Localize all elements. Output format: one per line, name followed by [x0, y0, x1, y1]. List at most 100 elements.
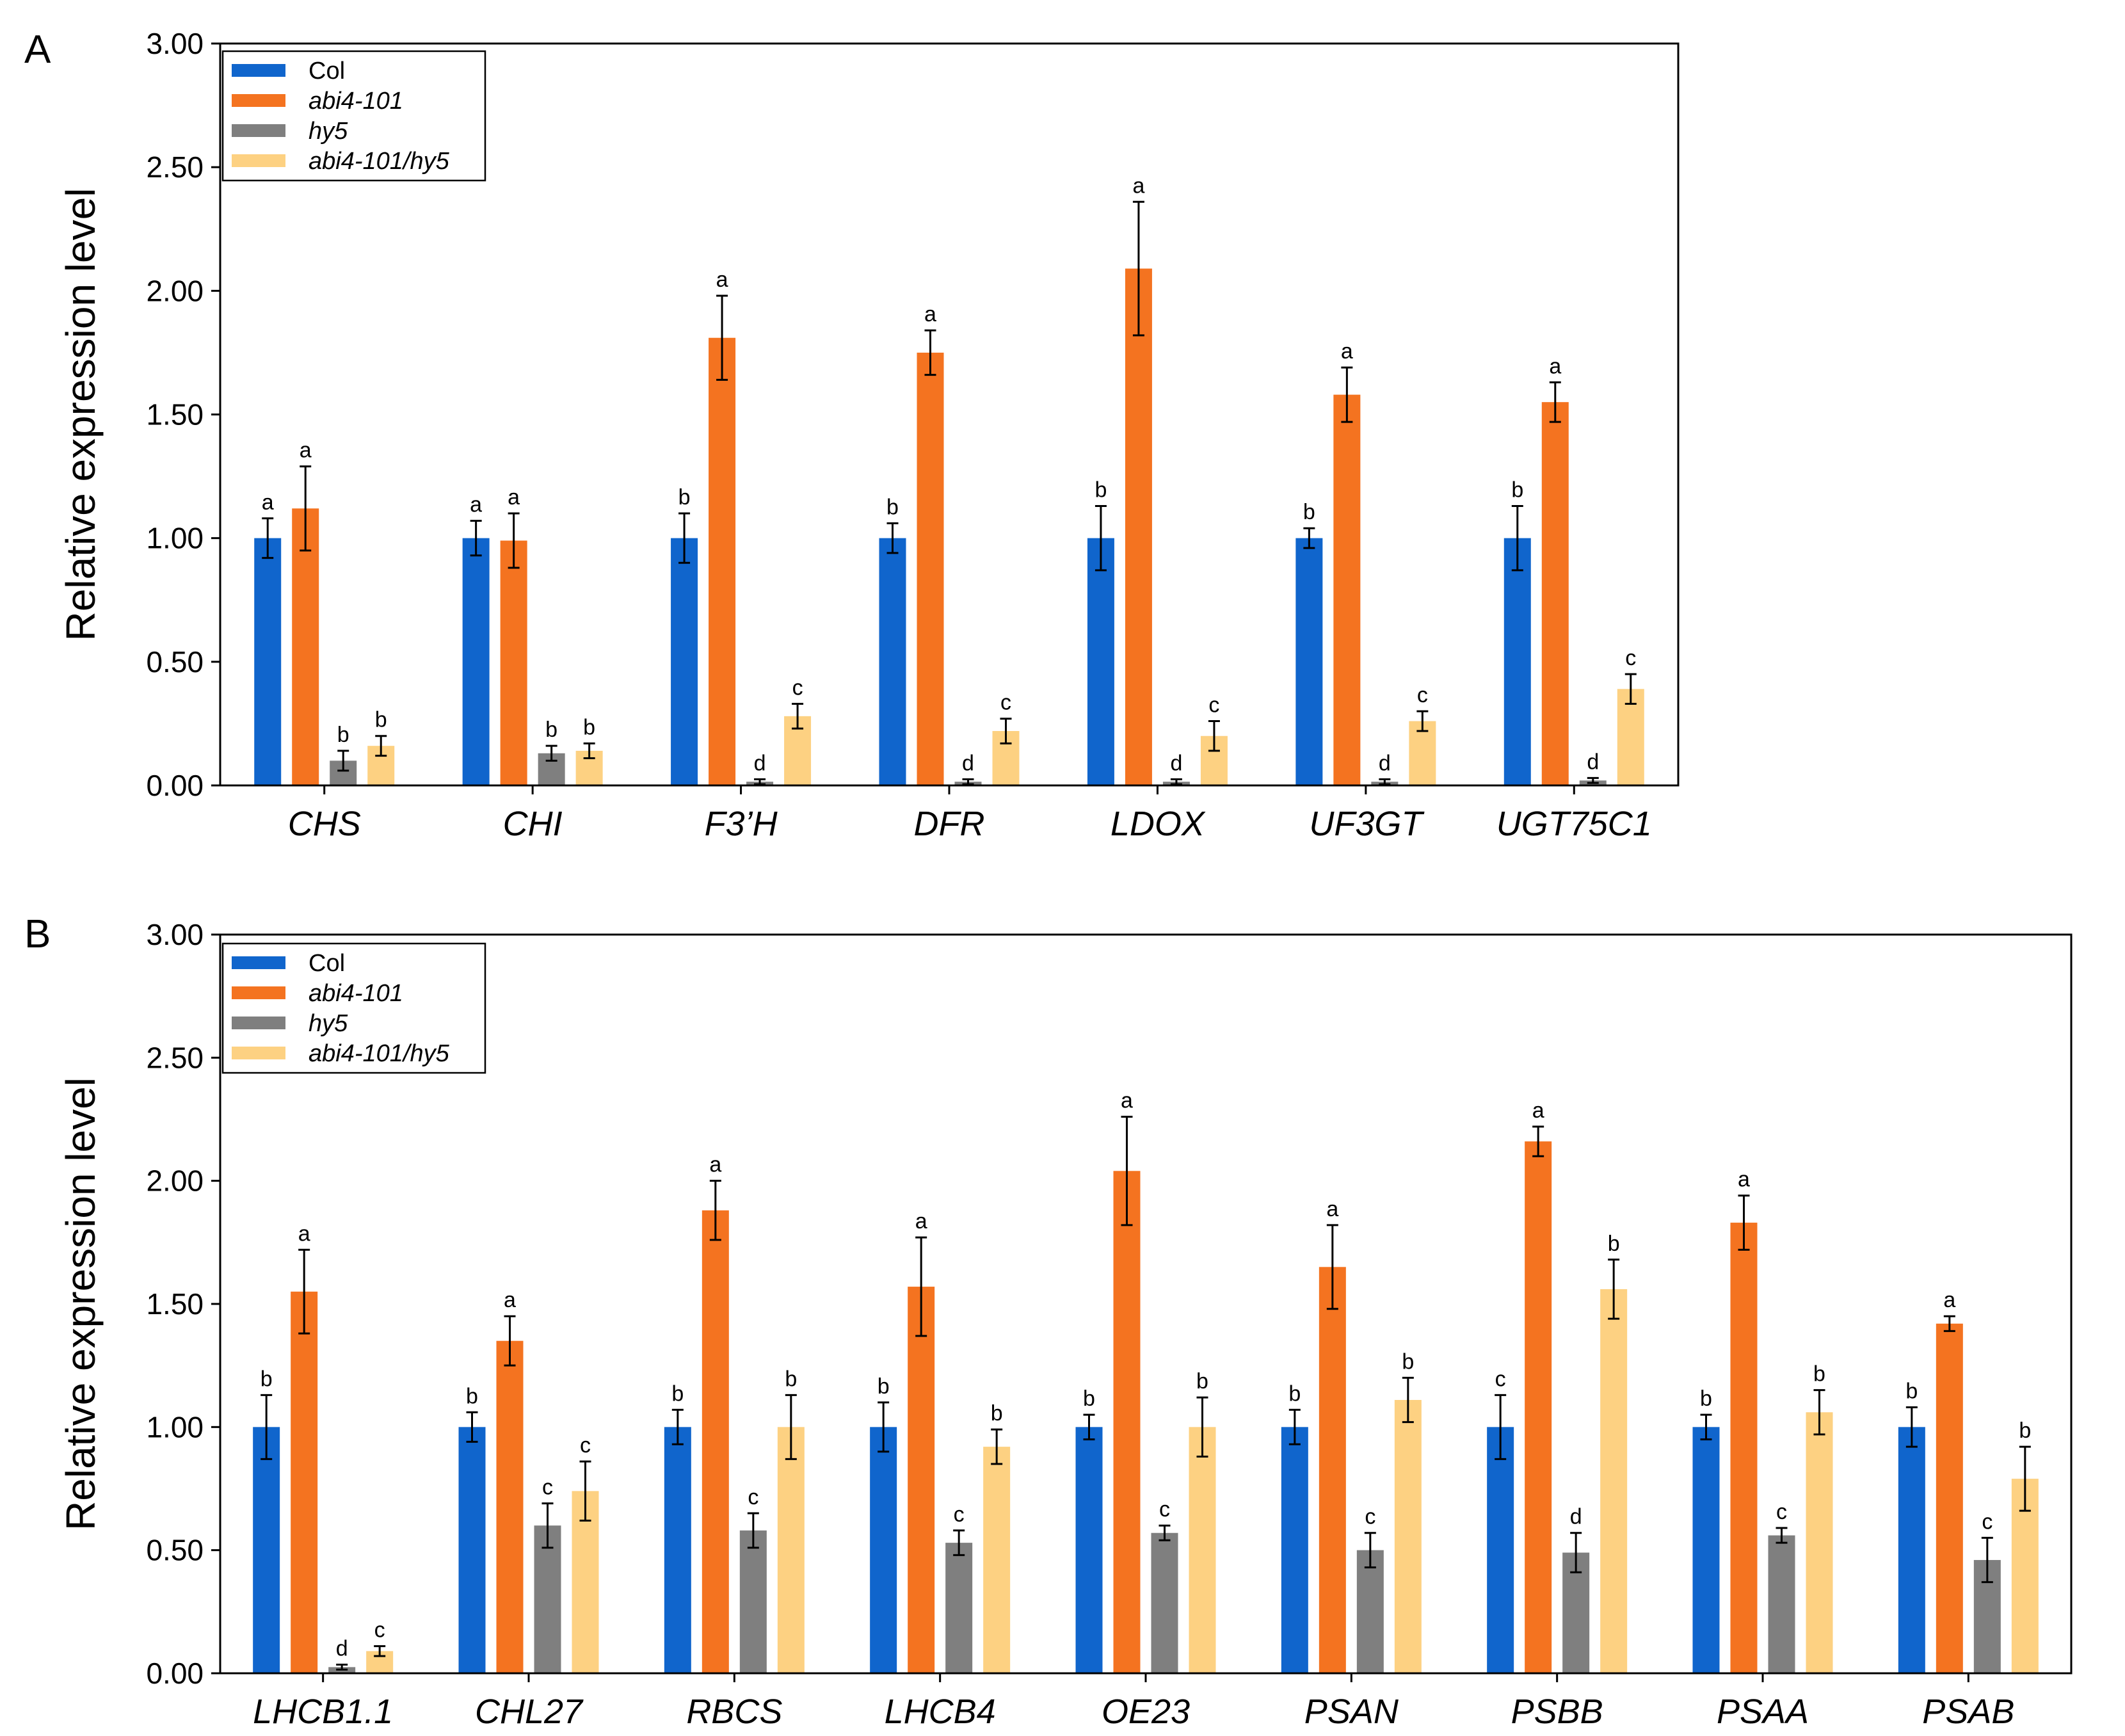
significance-letter: b — [678, 485, 691, 510]
y-axis-title: Relative expression level — [58, 1077, 104, 1531]
bar — [1692, 1427, 1720, 1673]
bar — [1504, 538, 1531, 785]
bar — [1113, 1171, 1141, 1673]
legend-label: abi4-101/hy5 — [309, 1040, 450, 1067]
significance-letter: b — [886, 495, 899, 519]
category-label: PSBB — [1511, 1692, 1603, 1731]
bar — [1768, 1535, 1795, 1673]
significance-letter: a — [716, 268, 728, 292]
legend-swatch — [232, 986, 285, 999]
significance-letter: b — [1196, 1369, 1208, 1394]
significance-letter: c — [374, 1618, 385, 1643]
significance-letter: d — [1379, 751, 1391, 775]
bar-group: b a d c b a c c b a c b b a c b b a c b b a c b c a d b b a c b b a c b — [253, 1089, 2039, 1673]
bar — [870, 1427, 897, 1673]
legend-label: abi4-101 — [309, 88, 403, 115]
significance-letter: d — [962, 751, 974, 775]
bar — [664, 1427, 691, 1673]
plot-frame — [219, 933, 2073, 1675]
significance-letter: b — [545, 718, 557, 742]
bar — [1394, 1400, 1422, 1673]
category-label: PSAA — [1717, 1692, 1809, 1731]
significance-letter: b — [991, 1401, 1003, 1426]
panel-b: B 0.00 0.50 1.00 1.50 2.00 2.50 3.00 Relative ex… — [24, 912, 2073, 1731]
significance-letter: a — [262, 490, 274, 515]
panel-a: A 0.00 0.50 1.00 1.50 2.00 2.50 3.00 Relative ex… — [24, 27, 1680, 843]
significance-letter: b — [1813, 1362, 1825, 1386]
legend-swatch — [232, 154, 285, 167]
category-label: UF3GT — [1309, 805, 1425, 843]
category-label: OE23 — [1102, 1692, 1190, 1731]
significance-letter: a — [709, 1153, 721, 1177]
y-tick-label: 0.50 — [146, 645, 204, 679]
bar — [534, 1525, 561, 1673]
significance-letter: a — [924, 302, 936, 326]
significance-letter: a — [915, 1209, 927, 1234]
panel-label: B — [24, 912, 51, 956]
category-label: PSAB — [1922, 1692, 2014, 1731]
y-tick-label: 3.00 — [146, 918, 204, 951]
bar — [917, 352, 944, 785]
legend: Col abi4-101 hy5 abi4-101/hy5 — [221, 942, 486, 1074]
category-label: DFR — [914, 805, 985, 843]
significance-letter: b — [785, 1367, 797, 1391]
bar-group: a a b b a a b b b a d c b a d c b a d c b a d c b a d c — [254, 173, 1644, 785]
significance-letter: b — [261, 1367, 273, 1391]
significance-letter: a — [300, 438, 312, 463]
significance-letter: a — [1532, 1098, 1544, 1123]
significance-letter: c — [954, 1502, 965, 1527]
legend-swatch — [232, 94, 285, 107]
legend-label: Col — [309, 58, 345, 84]
bar — [291, 1291, 318, 1673]
bar — [458, 1427, 486, 1673]
bar — [1525, 1141, 1552, 1673]
significance-letter: c — [1159, 1497, 1170, 1522]
significance-letter: b — [1303, 500, 1315, 524]
significance-letter: c — [542, 1475, 553, 1500]
bar — [1356, 1550, 1384, 1673]
bar — [1487, 1427, 1514, 1673]
bar — [1087, 538, 1114, 785]
significance-letter: b — [1083, 1386, 1095, 1411]
bar — [1151, 1532, 1178, 1673]
panel-label: A — [24, 28, 51, 72]
significance-letter: c — [580, 1433, 591, 1458]
plot-frame — [219, 42, 1680, 787]
category-label: CHL27 — [475, 1692, 584, 1731]
bar — [1075, 1427, 1103, 1673]
significance-letter: b — [671, 1381, 684, 1406]
bar — [462, 538, 490, 785]
bar — [879, 538, 906, 785]
legend-swatch — [232, 1047, 285, 1059]
category-label: F3’H — [705, 805, 778, 843]
bar — [500, 540, 527, 785]
significance-letter: b — [1608, 1232, 1620, 1256]
y-tick-label: 0.00 — [146, 1657, 204, 1690]
significance-letter: a — [508, 485, 520, 510]
y-axis-title: Relative expression level — [58, 188, 104, 641]
y-tick-label: 1.00 — [146, 1410, 204, 1443]
bar — [983, 1447, 1011, 1673]
significance-letter: c — [1982, 1509, 1993, 1534]
significance-letter: b — [1905, 1379, 1918, 1404]
bar — [709, 337, 736, 785]
y-tick-label: 2.50 — [146, 150, 204, 184]
significance-letter: a — [298, 1221, 310, 1246]
significance-letter: d — [336, 1637, 348, 1661]
significance-letter: d — [754, 751, 766, 775]
category-label: CHS — [288, 805, 361, 843]
significance-letter: a — [1943, 1288, 1955, 1312]
significance-letter: b — [1402, 1349, 1414, 1374]
bar — [1617, 689, 1644, 785]
category-label: LHCB4 — [885, 1692, 996, 1731]
significance-letter: c — [1495, 1367, 1506, 1391]
bar — [1898, 1427, 1925, 1673]
category-label: LHCB1.1 — [253, 1692, 393, 1731]
legend-label: hy5 — [309, 118, 348, 145]
significance-letter: b — [466, 1384, 478, 1408]
legend-label: Col — [309, 950, 345, 977]
significance-letter: a — [1132, 173, 1144, 198]
significance-letter: c — [1625, 646, 1636, 670]
bar — [1806, 1412, 1833, 1673]
bar — [739, 1530, 767, 1673]
